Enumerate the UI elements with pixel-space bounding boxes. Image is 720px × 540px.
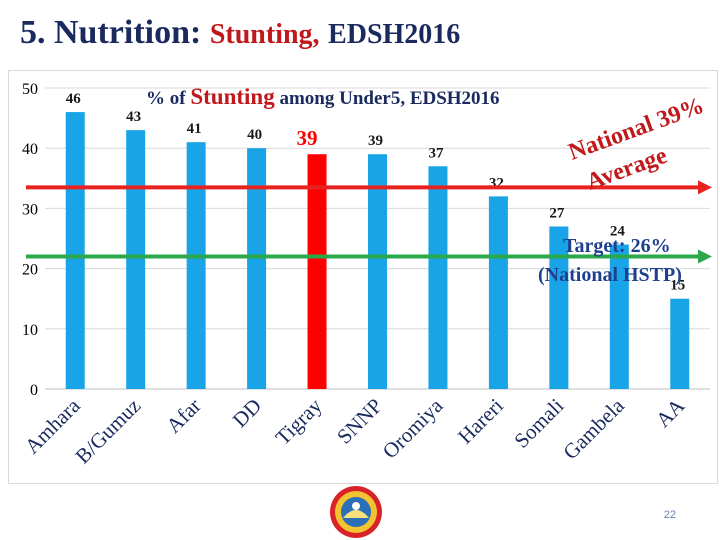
y-tick-label: 20 [22, 262, 38, 279]
value-label: 40 [247, 127, 262, 143]
bar-hareri [488, 196, 508, 389]
value-label: 46 [66, 91, 82, 107]
bar-dd [247, 148, 267, 389]
x-tick-label: AA [651, 393, 690, 432]
value-label: 37 [428, 145, 444, 161]
target-annotation: Target: 26% (National HSTP) [538, 235, 682, 286]
national-average-arrow [698, 180, 712, 195]
bar-tigray [307, 154, 327, 389]
target-annotation-line2: (National HSTP) [538, 264, 682, 286]
value-label: 43 [126, 109, 141, 125]
bar-oromiya [428, 166, 448, 389]
y-tick-label: 0 [30, 382, 38, 399]
target-arrow [698, 249, 712, 264]
bar-amhara [65, 112, 85, 389]
reference-lines [26, 180, 712, 264]
value-label: 27 [549, 205, 565, 221]
page-number: 22 [663, 509, 676, 521]
bar-aa [670, 298, 690, 389]
x-tick-label: Hareri [453, 393, 508, 448]
y-tick-label: 40 [22, 141, 38, 158]
x-tick-label: SNNP [332, 394, 387, 449]
title-prefix: 5. Nutrition: [20, 14, 202, 51]
y-axis-ticks: 0 10 20 30 40 50 [22, 81, 38, 399]
national-average-annotation: National 39% Average [565, 93, 707, 196]
title-topic: Stunting, [209, 19, 320, 50]
y-tick-label: 30 [22, 201, 38, 218]
bar-afar [186, 142, 206, 389]
bar-snnp [368, 154, 387, 389]
bar-b-gumuz [126, 130, 146, 389]
x-tick-label: Somali [509, 393, 568, 452]
value-label: 39 [368, 133, 383, 149]
bar-gambela [609, 244, 629, 389]
bar-somali [549, 226, 569, 389]
logo-emblem [330, 486, 382, 538]
chart-title-prefix: % of [146, 88, 186, 109]
chart-title-rest: among Under5, EDSH2016 [279, 88, 499, 109]
value-label: 15 [670, 278, 685, 294]
bars [65, 112, 690, 389]
chart-frame [8, 70, 718, 484]
x-tick-label: Oromiya [378, 393, 448, 463]
value-label: 24 [610, 224, 626, 240]
x-tick-label: DD [228, 394, 266, 432]
y-tick-label: 10 [22, 322, 38, 339]
title-source: EDSH2016 [328, 19, 461, 50]
target-annotation-line1: Target: 26% [563, 235, 671, 257]
slide-title: 5. Nutrition: Stunting, EDSH2016 [20, 14, 460, 52]
value-label: 39 [297, 126, 318, 150]
x-tick-label: Gambela [558, 393, 629, 464]
y-tick-label: 50 [22, 81, 38, 98]
x-tick-label: B/Gumuz [70, 394, 145, 469]
x-tick-label: Tigray [271, 393, 327, 449]
x-tick-label: Afar [161, 394, 205, 438]
value-label: 41 [187, 121, 202, 137]
